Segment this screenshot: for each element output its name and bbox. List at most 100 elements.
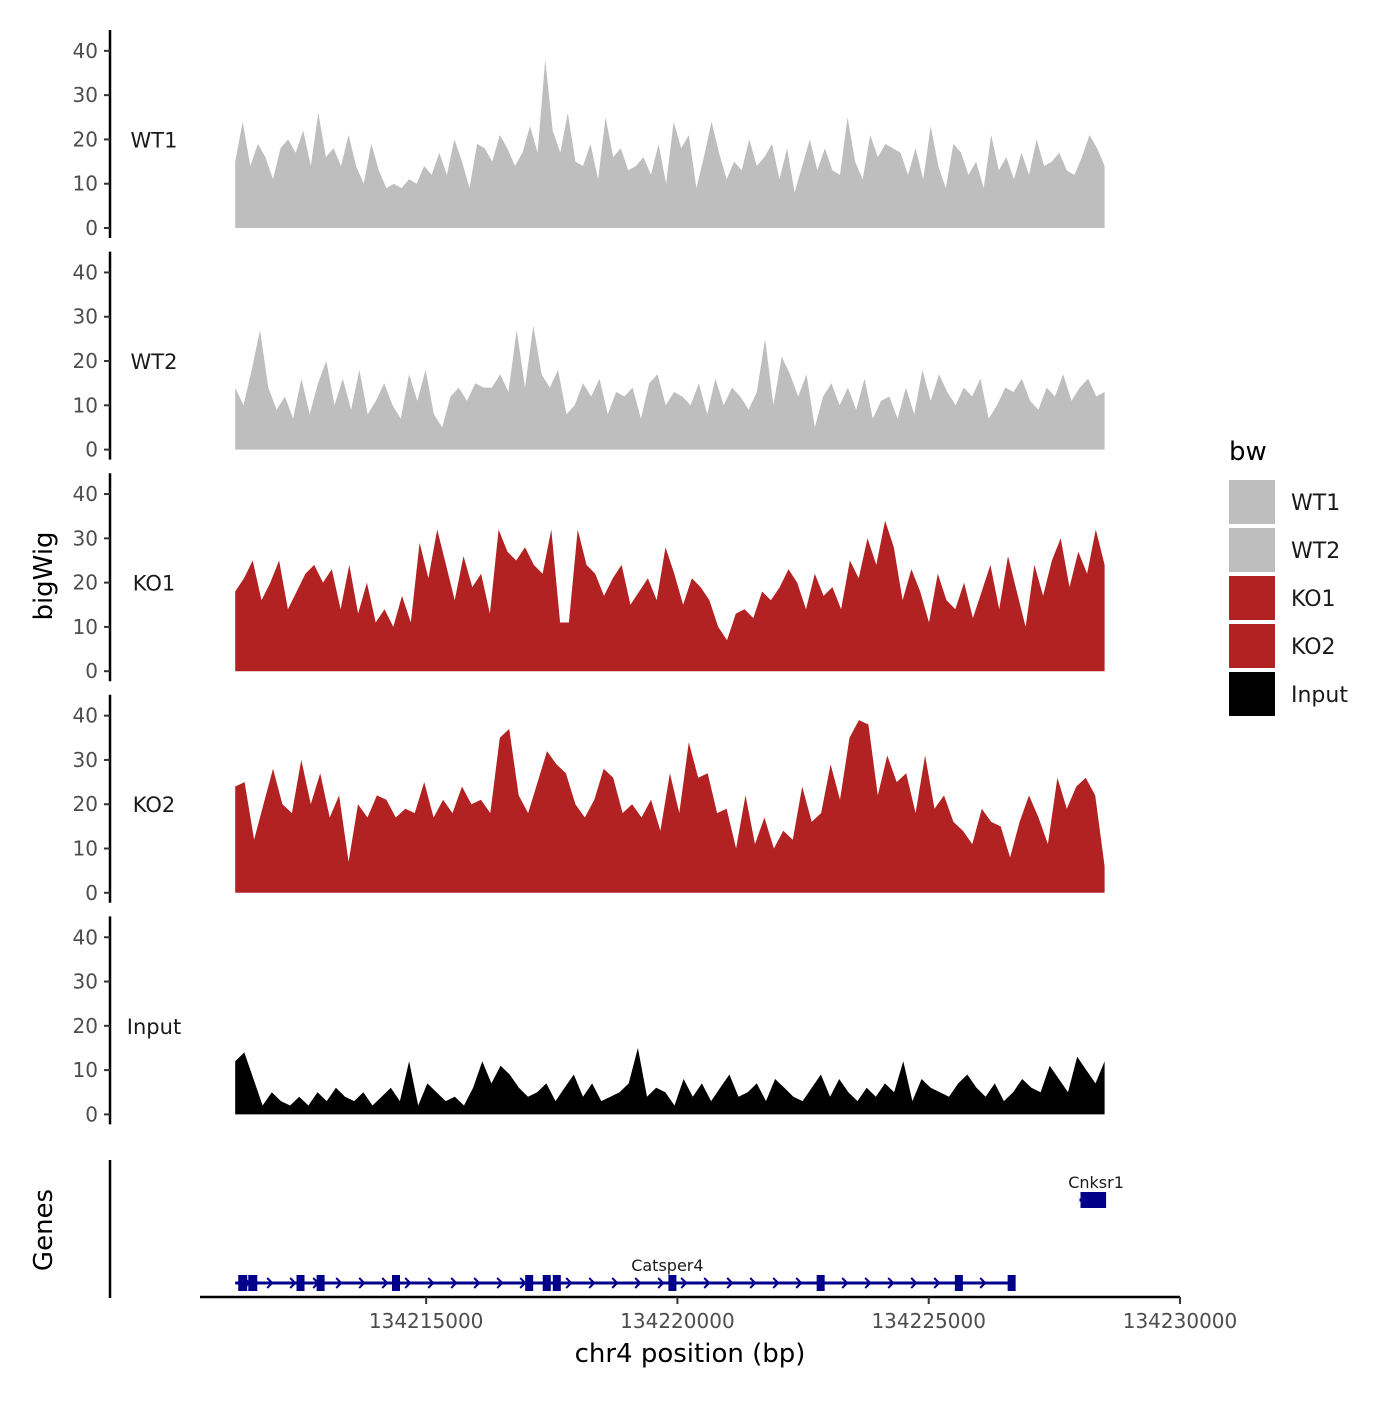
y-tick-label: 10 <box>73 615 98 639</box>
strand-arrow <box>496 1277 504 1289</box>
track-label-input: Input <box>127 1015 181 1039</box>
gene-catsper4: Catsper4 <box>235 1256 1016 1291</box>
strand-arrow <box>404 1277 412 1289</box>
gene-name-label: Catsper4 <box>631 1256 703 1275</box>
exon <box>1098 1192 1107 1208</box>
strand-arrow <box>749 1277 757 1289</box>
y-tick-label: 30 <box>73 526 98 550</box>
y-tick-label: 0 <box>85 438 98 462</box>
strand-arrow <box>979 1277 987 1289</box>
strand-arrow <box>450 1277 458 1289</box>
y-tick-label: 0 <box>85 881 98 905</box>
legend-swatch-input <box>1229 672 1275 716</box>
strand-arrow <box>473 1277 481 1289</box>
y-tick-label: 20 <box>73 792 98 816</box>
y-tick-label: 10 <box>73 172 98 196</box>
tracks-layer: 0 10 20 30 40 WT1 0 10 20 30 40 WT2 0 10 20 30 40 KO1 0 10 2… <box>73 30 1105 1126</box>
strand-arrow <box>657 1277 665 1289</box>
exon <box>248 1275 258 1291</box>
gene-name-label: Cnksr1 <box>1068 1173 1124 1192</box>
track-wt2: 0 10 20 30 40 WT2 <box>73 251 1105 462</box>
strand-arrow <box>841 1277 849 1289</box>
exon <box>954 1275 963 1291</box>
strand-arrow <box>933 1277 941 1289</box>
exon <box>392 1275 400 1291</box>
strand-arrow <box>634 1277 642 1289</box>
genes-axis-title: Genes <box>29 1189 59 1271</box>
exon <box>1093 1192 1102 1208</box>
legend-title: bw <box>1229 437 1267 467</box>
y-tick-label: 10 <box>73 837 98 861</box>
y-tick-label: 30 <box>73 83 98 107</box>
legend-swatch-ko1 <box>1229 576 1275 620</box>
exon <box>316 1275 325 1291</box>
strand-arrow <box>358 1277 366 1289</box>
track-input: 0 10 20 30 40 Input <box>73 916 1105 1126</box>
strand-arrow <box>703 1277 711 1289</box>
y-tick-label: 20 <box>73 127 98 151</box>
strand-arrow <box>772 1277 780 1289</box>
legend-label-wt2: WT2 <box>1291 539 1340 564</box>
strand-arrow <box>910 1277 918 1289</box>
area-ko1 <box>235 520 1105 672</box>
y-tick-label: 30 <box>73 748 98 772</box>
y-tick-label: 30 <box>73 970 98 994</box>
track-label-ko2: KO2 <box>133 793 176 817</box>
y-tick-label: 40 <box>73 704 98 728</box>
exon <box>1085 1192 1094 1208</box>
exon <box>668 1275 677 1291</box>
strand-arrow <box>887 1277 895 1289</box>
track-label-wt2: WT2 <box>131 350 178 374</box>
legend-label-wt1: WT1 <box>1291 491 1340 516</box>
track-label-wt1: WT1 <box>131 128 178 152</box>
strand-arrow <box>565 1277 573 1289</box>
legend-swatch-wt1 <box>1229 480 1275 524</box>
x-axis: 134215000 134220000 134225000 134230000 <box>200 1295 1237 1333</box>
strand-arrow <box>266 1277 274 1289</box>
track-ko2: 0 10 20 30 40 KO2 <box>73 694 1105 905</box>
exon <box>1007 1275 1016 1291</box>
area-ko2 <box>235 720 1105 893</box>
y-tick-label: 40 <box>73 925 98 949</box>
y-tick-label: 30 <box>73 305 98 329</box>
strand-arrow <box>795 1277 803 1289</box>
strand-arrow <box>289 1277 297 1289</box>
strand-arrow <box>335 1277 343 1289</box>
strand-arrow <box>588 1277 596 1289</box>
x-tick-label: 134215000 <box>369 1309 484 1333</box>
track-wt1: 0 10 20 30 40 WT1 <box>73 30 1105 240</box>
genes-layer: Catsper4 Cnksr1 <box>108 1160 1124 1298</box>
y-axis-title: bigWig <box>29 531 59 620</box>
y-tick-label: 10 <box>73 1058 98 1082</box>
strand-arrow <box>680 1277 688 1289</box>
legend-label-ko2: KO2 <box>1291 635 1336 660</box>
track-label-ko1: KO1 <box>133 572 176 596</box>
track-ko1: 0 10 20 30 40 KO1 <box>73 473 1105 683</box>
exon <box>816 1275 825 1291</box>
exon <box>552 1275 561 1291</box>
x-tick-label: 134225000 <box>871 1309 986 1333</box>
legend-swatch-ko2 <box>1229 624 1275 668</box>
legend: bw WT1 WT2 KO1 KO2 Input <box>1229 437 1348 716</box>
exon <box>296 1275 305 1291</box>
y-tick-label: 0 <box>85 1102 98 1126</box>
y-tick-label: 0 <box>85 216 98 240</box>
y-tick-label: 40 <box>73 39 98 63</box>
exon <box>238 1275 248 1291</box>
legend-label-ko1: KO1 <box>1291 587 1336 612</box>
legend-label-input: Input <box>1291 683 1348 708</box>
exon <box>1080 1192 1089 1208</box>
exon <box>525 1275 534 1291</box>
strand-arrow <box>427 1277 435 1289</box>
strand-arrow <box>381 1277 389 1289</box>
y-tick-label: 20 <box>73 571 98 595</box>
exon <box>542 1275 551 1291</box>
area-wt2 <box>235 325 1105 450</box>
strand-arrow <box>864 1277 872 1289</box>
y-tick-label: 10 <box>73 393 98 417</box>
y-tick-label: 20 <box>73 349 98 373</box>
y-tick-label: 0 <box>85 659 98 683</box>
strand-arrow <box>611 1277 619 1289</box>
area-wt1 <box>235 59 1105 229</box>
